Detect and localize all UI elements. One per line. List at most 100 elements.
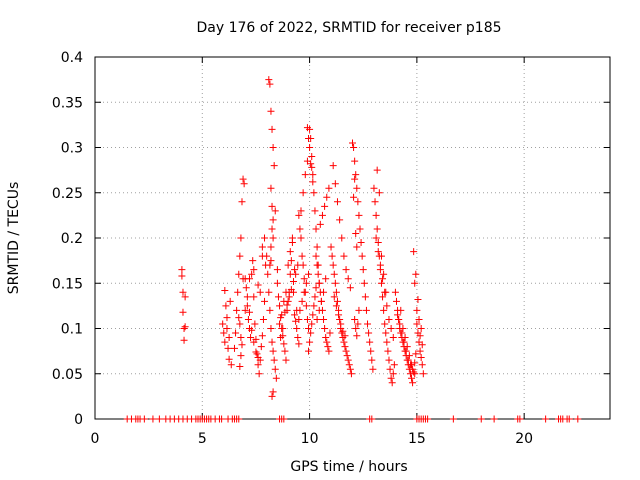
- data-point: [345, 361, 353, 369]
- data-point: [236, 320, 244, 328]
- data-point: [276, 302, 284, 310]
- data-point: [339, 327, 347, 335]
- data-point: [342, 266, 350, 274]
- x-axis-label: GPS time / hours: [290, 459, 407, 475]
- data-point: [362, 306, 370, 314]
- data-point: [305, 347, 313, 355]
- data-point: [353, 184, 361, 192]
- data-point: [383, 338, 391, 346]
- data-point: [248, 270, 256, 278]
- data-point: [328, 252, 336, 260]
- data-point: [353, 332, 361, 340]
- data-point: [388, 379, 396, 387]
- data-point: [317, 297, 325, 305]
- data-point: [377, 279, 385, 287]
- data-point: [308, 163, 316, 171]
- data-point: [267, 243, 275, 251]
- data-point: [310, 302, 318, 310]
- data-point: [321, 325, 329, 332]
- data-point: [258, 243, 266, 251]
- data-point: [313, 315, 321, 323]
- data-point: [352, 325, 360, 332]
- data-point: [313, 243, 321, 251]
- data-point: [390, 361, 398, 369]
- data-point: [299, 189, 307, 197]
- data-point: [265, 288, 273, 296]
- data-point: [574, 415, 582, 423]
- data-point: [181, 323, 189, 331]
- data-point: [277, 334, 285, 342]
- data-point: [340, 338, 348, 346]
- data-point: [314, 270, 322, 278]
- data-point: [301, 171, 309, 179]
- data-point: [352, 229, 360, 237]
- data-point: [308, 153, 316, 161]
- data-point: [247, 334, 255, 342]
- data-point: [270, 356, 278, 364]
- data-point: [243, 302, 251, 310]
- data-point: [286, 248, 294, 256]
- data-point: [218, 415, 226, 423]
- data-point: [307, 329, 315, 337]
- data-point: [335, 311, 343, 319]
- data-point: [367, 347, 375, 355]
- data-point: [399, 325, 407, 332]
- data-point: [350, 144, 358, 151]
- data-point: [303, 315, 311, 323]
- data-point: [417, 353, 425, 361]
- data-point: [155, 415, 163, 423]
- data-point: [354, 198, 362, 206]
- data-point: [296, 306, 304, 314]
- data-point: [257, 343, 265, 351]
- data-point: [353, 243, 361, 251]
- data-point: [385, 356, 393, 364]
- data-point: [320, 288, 328, 296]
- data-point: [268, 338, 276, 346]
- y-tick-label: 0.05: [52, 367, 83, 383]
- x-tick-label: 20: [515, 431, 533, 447]
- data-point: [357, 239, 365, 247]
- data-point: [311, 293, 319, 301]
- data-point: [254, 281, 262, 289]
- data-point: [254, 353, 262, 361]
- data-point: [300, 275, 308, 283]
- data-point: [332, 288, 340, 296]
- data-point: [266, 261, 274, 269]
- data-point: [361, 293, 369, 301]
- data-point: [411, 370, 419, 378]
- data-point: [149, 415, 157, 423]
- data-point: [385, 315, 393, 323]
- data-point: [295, 211, 303, 219]
- data-point: [269, 144, 277, 151]
- data-point: [264, 270, 272, 278]
- data-point: [380, 270, 388, 278]
- data-point: [349, 139, 356, 147]
- data-point: [238, 198, 246, 206]
- data-point: [371, 198, 379, 206]
- data-point: [386, 365, 394, 373]
- data-point: [413, 306, 421, 314]
- data-point: [299, 261, 307, 269]
- data-point: [365, 329, 373, 337]
- data-point: [323, 338, 331, 346]
- grid-lines: [95, 57, 610, 419]
- data-point: [368, 415, 376, 423]
- data-point: [178, 266, 186, 274]
- data-point: [180, 325, 188, 332]
- data-point: [285, 293, 293, 301]
- data-point: [282, 288, 290, 296]
- y-axis-ticks: 0 0.05 0.1 0.15 0.2 0.25 0.3 0.35 0.4: [52, 50, 610, 428]
- data-point: [383, 302, 391, 310]
- data-point: [333, 297, 341, 305]
- data-point: [412, 270, 420, 278]
- data-point: [240, 180, 248, 188]
- data-point: [258, 332, 266, 340]
- data-point: [326, 329, 334, 337]
- x-tick-label: 5: [198, 431, 207, 447]
- data-point: [235, 270, 243, 278]
- data-point: [381, 320, 389, 328]
- data-point: [379, 293, 387, 301]
- data-point: [253, 350, 261, 358]
- data-point: [315, 306, 323, 314]
- data-point: [336, 315, 344, 323]
